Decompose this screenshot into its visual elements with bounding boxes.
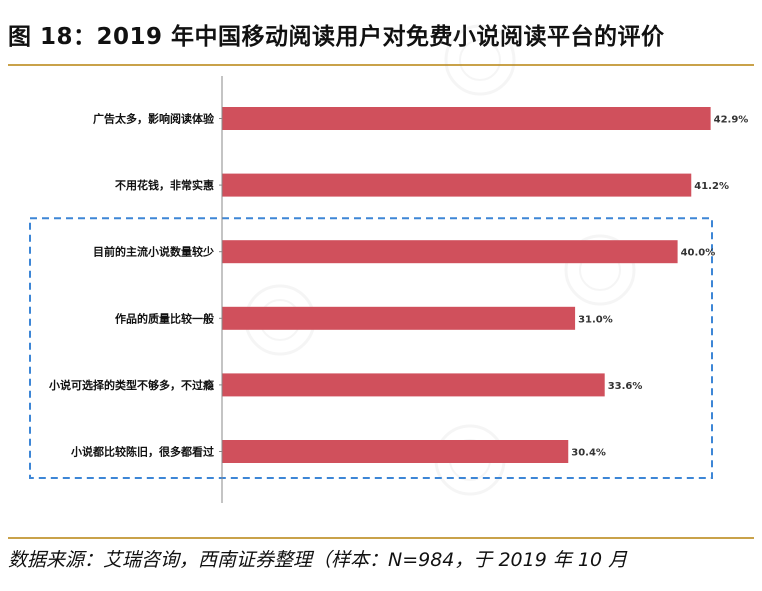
value-label: 30.4% <box>571 448 606 459</box>
category-label: 作品的质量比较一般 <box>115 311 214 325</box>
value-label: 40.0% <box>681 248 716 259</box>
bar-chart: 广告太多，影响阅读体验 42.9% 不用花钱，非常实惠 41.2% 目前的主流小说数量较… <box>29 76 749 503</box>
highlight-box <box>29 217 713 479</box>
value-label: 31.0% <box>578 314 613 325</box>
source-note: 数据来源：艾瑞咨询，西南证券整理（样本：N=984，于 2019 年 10 月 <box>8 549 628 571</box>
bar <box>222 306 576 330</box>
title-divider <box>8 64 754 66</box>
category-label: 小说可选择的类型不够多，不过瘾 <box>48 378 214 392</box>
value-label: 33.6% <box>608 381 643 392</box>
category-label: 广告太多，影响阅读体验 <box>93 112 215 126</box>
source-divider <box>8 537 754 539</box>
bar <box>222 440 569 463</box>
value-label: 42.9% <box>714 115 749 126</box>
value-label: 41.2% <box>694 181 729 192</box>
bar <box>222 173 692 197</box>
bar <box>222 240 678 264</box>
figure-title: 图 18：2019 年中国移动阅读用户对免费小说阅读平台的评价 <box>8 24 665 50</box>
category-label: 小说都比较陈旧，很多都看过 <box>70 445 214 459</box>
bar <box>222 373 605 397</box>
category-label: 目前的主流小说数量较少 <box>93 245 214 259</box>
bar <box>222 107 711 130</box>
category-label: 不用花钱，非常实惠 <box>115 178 214 192</box>
